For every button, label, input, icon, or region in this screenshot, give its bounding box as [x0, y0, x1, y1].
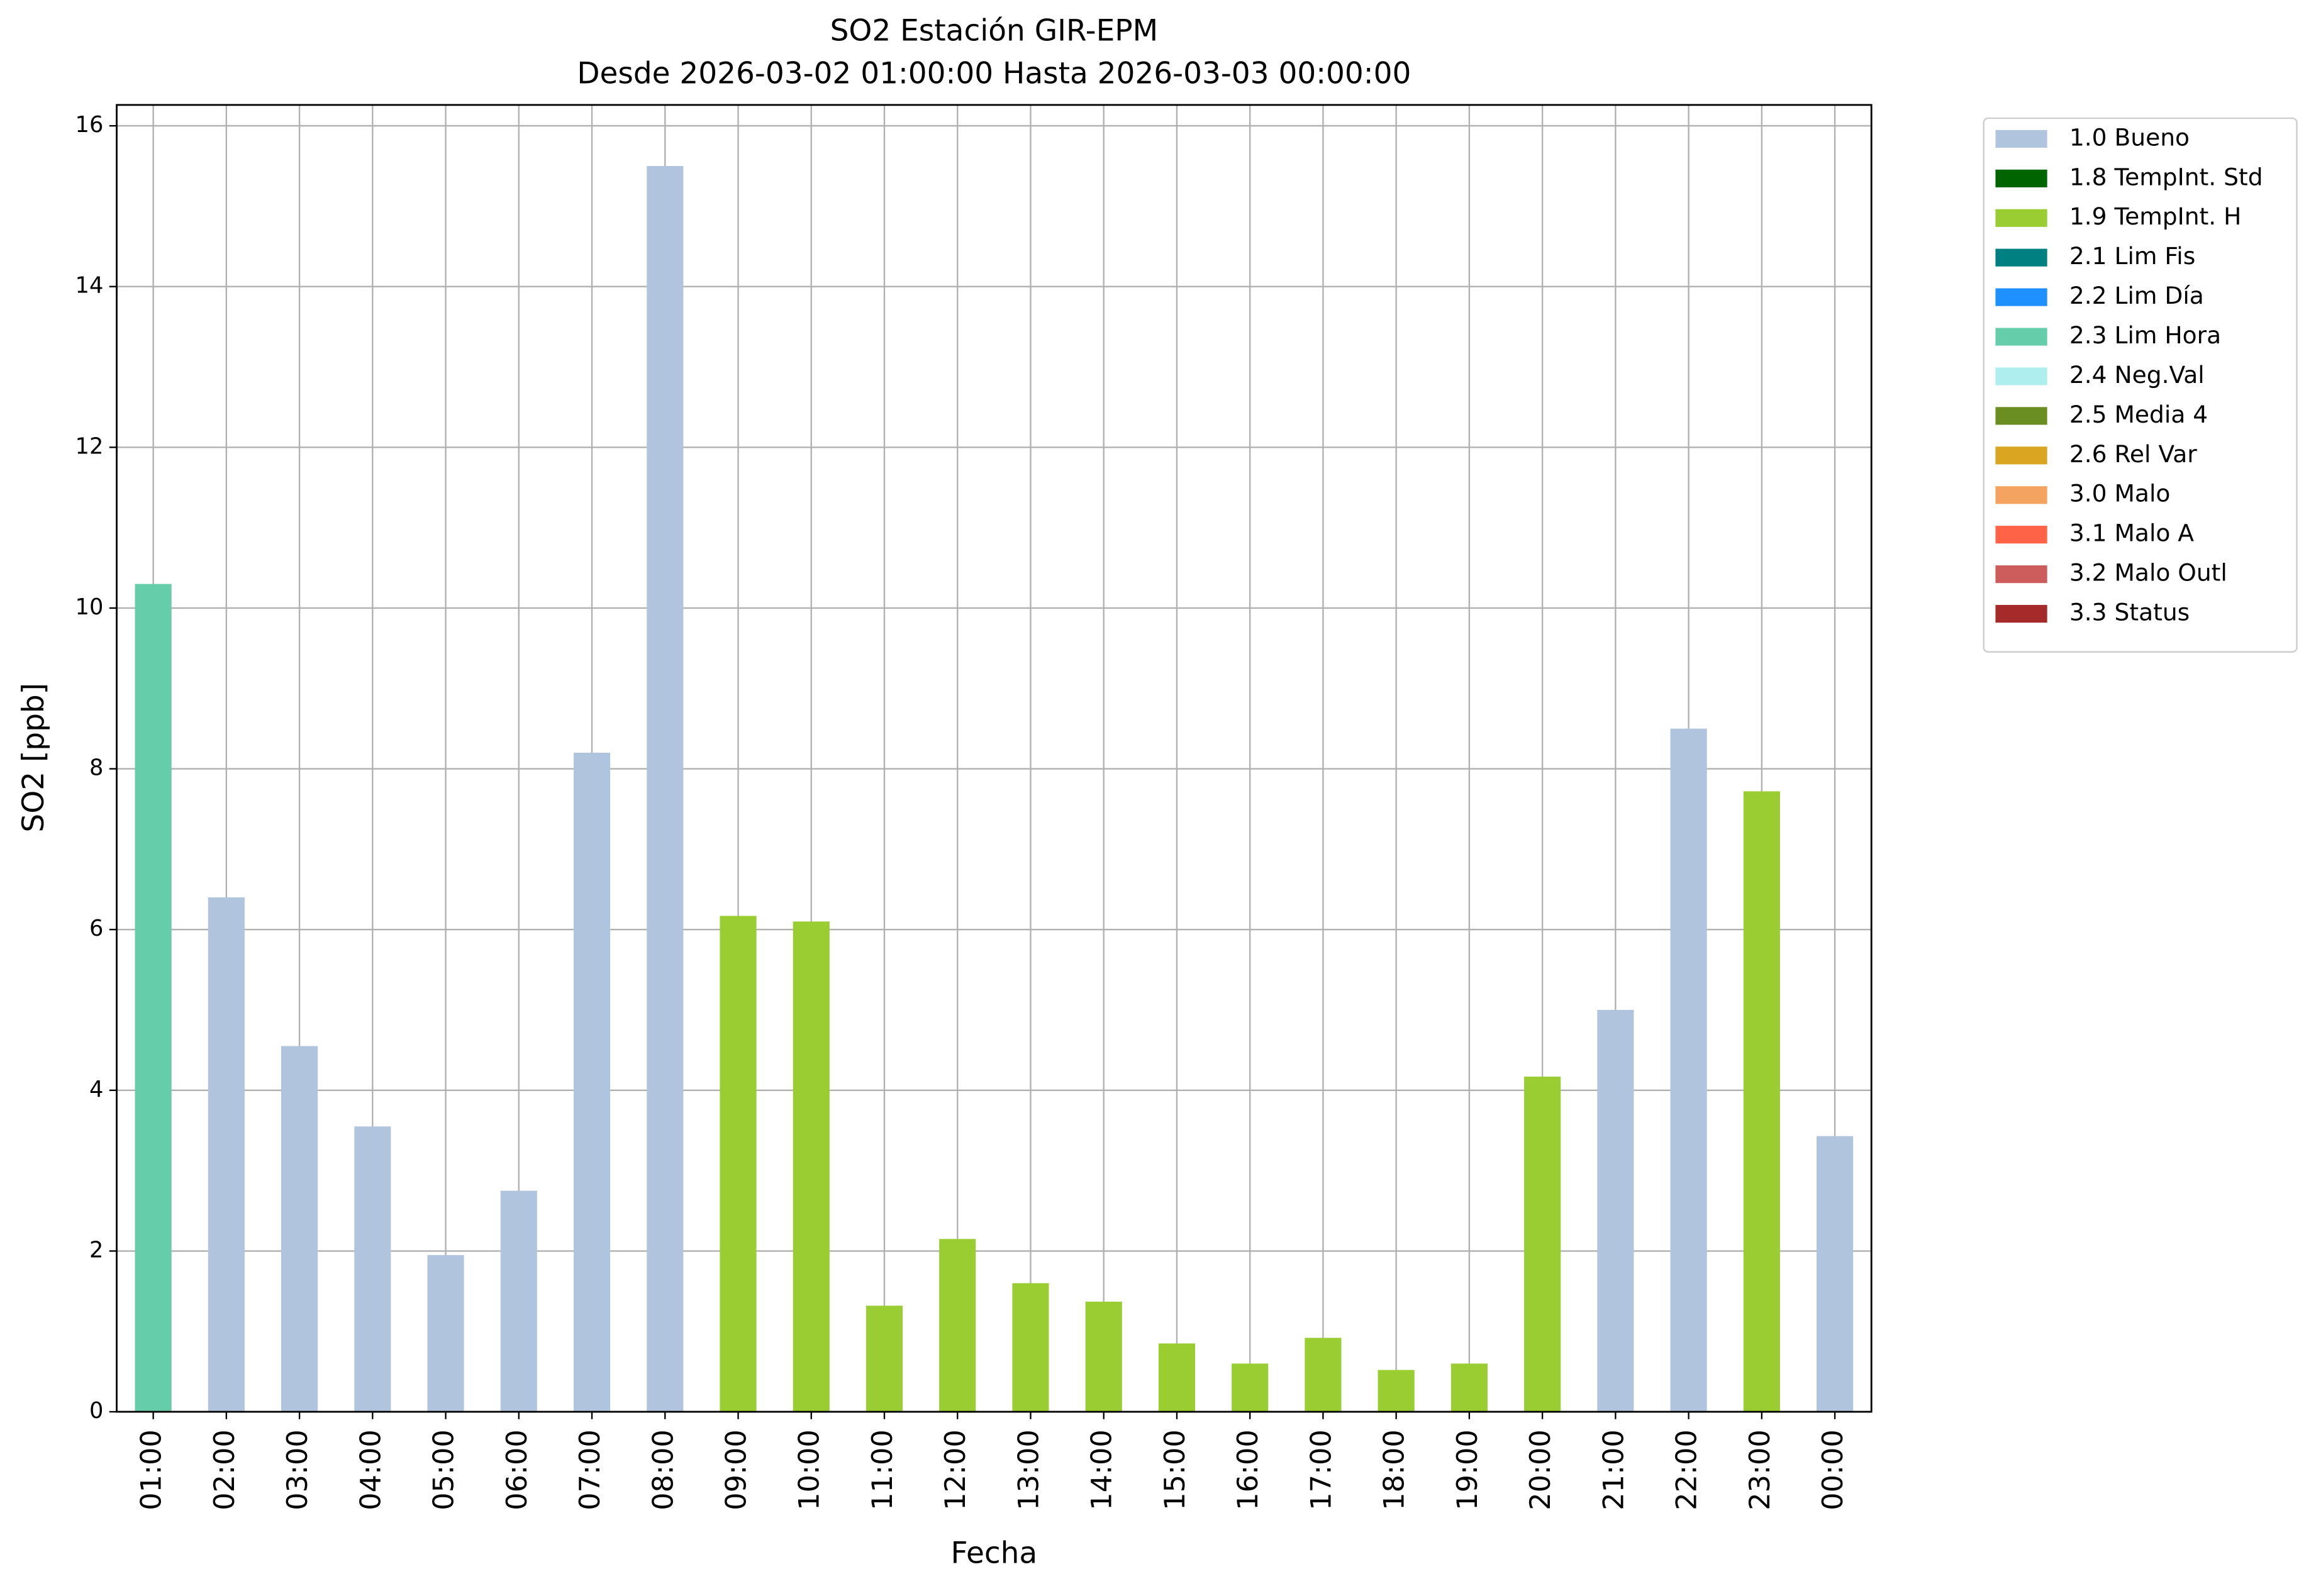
x-tick-label: 21:00 [1597, 1429, 1630, 1510]
legend-label: 2.1 Lim Fis [2069, 242, 2195, 270]
y-tick-label: 8 [89, 755, 103, 781]
x-tick-label: 14:00 [1086, 1429, 1118, 1510]
chart-subtitle: Desde 2026-03-02 01:00:00 Hasta 2026-03-… [577, 56, 1411, 91]
legend-swatch [1995, 130, 2047, 148]
bar [1378, 1370, 1415, 1412]
legend-box [1983, 117, 2298, 653]
bar [427, 1255, 464, 1412]
y-tick-label: 12 [75, 433, 104, 459]
legend-swatch [1995, 209, 2047, 227]
bar [573, 752, 611, 1412]
x-tick-label: 23:00 [1744, 1429, 1776, 1510]
bar [208, 897, 245, 1412]
x-tick-label: 03:00 [281, 1429, 314, 1510]
legend-label: 2.5 Media 4 [2069, 401, 2208, 428]
legend-label: 1.0 Bueno [2069, 123, 2190, 151]
bar [1817, 1136, 1854, 1412]
legend-swatch [1995, 526, 2047, 544]
x-tick-label: 06:00 [501, 1429, 533, 1510]
x-tick-label: 00:00 [1817, 1429, 1849, 1510]
x-tick-label: 09:00 [720, 1429, 753, 1510]
legend-label: 3.1 Malo A [2069, 519, 2194, 547]
x-tick-label: 19:00 [1451, 1429, 1484, 1510]
bar [281, 1046, 318, 1412]
bar [1232, 1363, 1269, 1412]
legend-swatch [1995, 604, 2047, 623]
x-tick-label: 10:00 [793, 1429, 826, 1510]
x-tick-label: 11:00 [866, 1429, 899, 1510]
bar [866, 1305, 903, 1412]
bar [1450, 1363, 1488, 1412]
legend-swatch [1995, 169, 2047, 187]
y-tick-label: 16 [75, 112, 104, 138]
legend-swatch [1995, 328, 2047, 346]
x-tick-label: 15:00 [1159, 1429, 1191, 1510]
x-tick-label: 17:00 [1305, 1429, 1337, 1510]
legend-label: 3.2 Malo Outl [2069, 559, 2227, 587]
bar [1085, 1301, 1122, 1412]
x-tick-label: 20:00 [1524, 1429, 1557, 1510]
bar [1158, 1343, 1195, 1412]
legend-swatch [1995, 565, 2047, 584]
y-tick-label: 10 [75, 594, 104, 620]
bar [1524, 1077, 1561, 1412]
y-tick-label: 4 [89, 1077, 103, 1102]
bar [354, 1126, 391, 1412]
bar [647, 165, 684, 1412]
x-tick-label: 01:00 [135, 1429, 168, 1510]
bar [720, 916, 757, 1412]
x-tick-label: 04:00 [354, 1429, 387, 1510]
legend-label: 3.0 Malo [2069, 480, 2171, 507]
legend-label: 2.6 Rel Var [2069, 440, 2197, 468]
legend-label: 2.4 Neg.Val [2069, 361, 2205, 389]
bar [1012, 1283, 1049, 1412]
x-tick-label: 18:00 [1378, 1429, 1411, 1510]
bar [1743, 791, 1780, 1412]
bar [793, 921, 830, 1412]
x-tick-label: 02:00 [208, 1429, 241, 1510]
plot-frame [116, 104, 1873, 1413]
bar [135, 584, 172, 1412]
legend-label: 1.8 TempInt. Std [2069, 163, 2263, 191]
legend-label: 3.3 Status [2069, 599, 2190, 626]
x-tick-label: 08:00 [647, 1429, 679, 1510]
bar [500, 1190, 537, 1412]
y-tick-label: 2 [89, 1237, 103, 1263]
legend-label: 2.3 Lim Hora [2069, 321, 2221, 349]
chart-title: SO2 Estación GIR-EPM [830, 13, 1159, 48]
x-axis-label: Fecha [951, 1536, 1038, 1570]
y-tick-label: 6 [89, 916, 103, 941]
y-tick-label: 0 [89, 1398, 103, 1424]
legend-swatch [1995, 486, 2047, 504]
x-tick-label: 13:00 [1012, 1429, 1045, 1510]
x-tick-label: 07:00 [574, 1429, 606, 1510]
y-axis-label: SO2 [ppb] [16, 683, 51, 833]
bar [1670, 728, 1707, 1412]
legend-swatch [1995, 446, 2047, 465]
x-tick-label: 22:00 [1671, 1429, 1703, 1510]
legend-swatch [1995, 407, 2047, 425]
bar [1305, 1338, 1342, 1412]
legend-swatch [1995, 367, 2047, 385]
legend-label: 2.2 Lim Día [2069, 282, 2204, 309]
x-tick-label: 16:00 [1232, 1429, 1264, 1510]
y-tick-label: 14 [75, 273, 104, 299]
legend-swatch [1995, 248, 2047, 267]
x-tick-label: 12:00 [939, 1429, 972, 1510]
legend-label: 1.9 TempInt. H [2069, 202, 2242, 230]
x-tick-label: 05:00 [428, 1429, 460, 1510]
legend-swatch [1995, 288, 2047, 306]
bar [939, 1239, 976, 1412]
bar [1597, 1009, 1634, 1412]
